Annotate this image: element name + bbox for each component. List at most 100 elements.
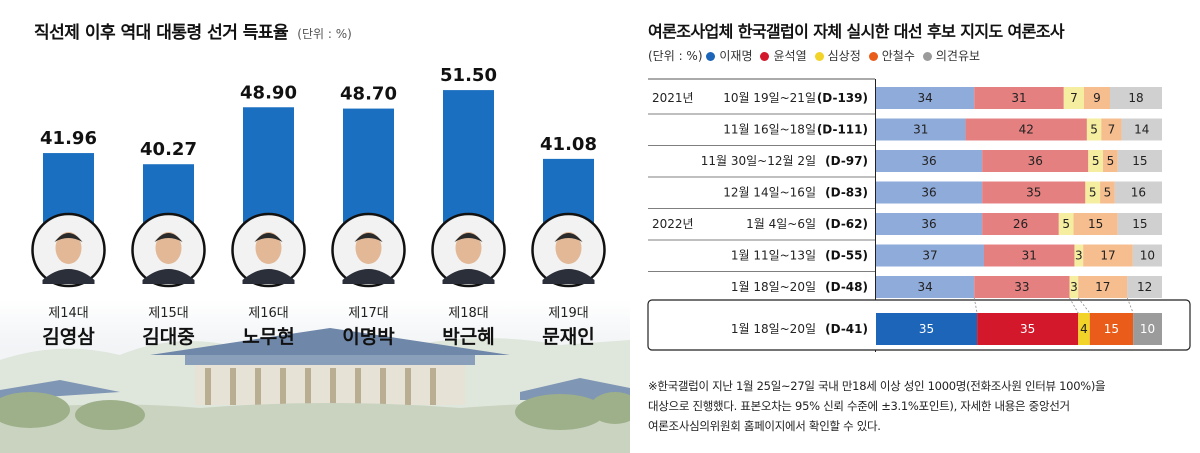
segment-value-label: 34 bbox=[917, 280, 932, 294]
row-date-label: 1월 18일~20일 bbox=[731, 322, 816, 336]
bar-value-label: 48.90 bbox=[240, 82, 297, 103]
legend-dot-icon bbox=[814, 52, 824, 61]
segment-value-label: 36 bbox=[921, 186, 936, 200]
bar-segment bbox=[1110, 87, 1162, 109]
bar-segment bbox=[1101, 118, 1122, 141]
president-name: 김대중 bbox=[142, 326, 194, 348]
president-name: 노무현 bbox=[242, 326, 294, 348]
legend-item: 의견유보 bbox=[922, 49, 981, 63]
bar-segment bbox=[1069, 276, 1079, 298]
bar-value-label: 40.27 bbox=[140, 139, 197, 160]
row-dday-label: (D-139) bbox=[817, 91, 868, 105]
portrait-suit bbox=[542, 269, 595, 284]
bar-segment bbox=[1121, 118, 1162, 141]
bar-segment bbox=[1083, 244, 1133, 267]
portrait-suit bbox=[42, 269, 95, 284]
row-year-label: 2021년 bbox=[652, 91, 694, 105]
legend-label: 심상정 bbox=[827, 49, 861, 63]
row-dday-label: (D-83) bbox=[825, 186, 868, 200]
legend-dot-icon bbox=[868, 52, 878, 61]
bar-segment bbox=[1078, 276, 1128, 298]
legend-items: 이재명 윤석열 심상정 안철수 의견유보 bbox=[706, 49, 988, 63]
segment-value-label: 15 bbox=[1088, 217, 1103, 231]
legend-item: 심상정 bbox=[814, 49, 861, 63]
segment-value-label: 36 bbox=[1028, 154, 1043, 168]
segment-value-label: 5 bbox=[1062, 217, 1070, 231]
row-dday-label: (D-111) bbox=[817, 123, 868, 137]
segment-value-label: 3 bbox=[1070, 280, 1078, 294]
segment-value-label: 17 bbox=[1095, 280, 1110, 294]
bar-segment bbox=[1058, 213, 1074, 235]
bar-value-label: 41.96 bbox=[40, 128, 97, 149]
connector-line bbox=[1077, 297, 1091, 314]
portrait-face bbox=[455, 232, 482, 264]
bar-segment bbox=[965, 118, 1087, 141]
legend-label: 안철수 bbox=[881, 49, 915, 63]
row-date-label: 1월 11일~13일 bbox=[731, 249, 816, 263]
bar-segment bbox=[876, 276, 975, 298]
left-title-row: 직선제 이후 역대 대통령 선거 득표율 (단위 : %) bbox=[34, 18, 352, 43]
segment-value-label: 34 bbox=[917, 91, 932, 105]
portrait-suit bbox=[442, 269, 495, 284]
portrait-face bbox=[355, 232, 382, 264]
bar-segment bbox=[876, 244, 984, 267]
president-name: 문재인 bbox=[542, 326, 594, 348]
segment-value-label: 18 bbox=[1128, 91, 1143, 105]
footnote-line: 여론조사심의위원회 홈페이지에서 확인할 수 있다. bbox=[648, 419, 881, 433]
portrait-hair bbox=[154, 233, 183, 242]
segment-value-label: 10 bbox=[1140, 249, 1155, 263]
portrait-suit bbox=[342, 269, 395, 284]
left-unit-label: (단위 : %) bbox=[297, 27, 352, 41]
footnote: ※한국갤럽이 지난 1월 25일~27일 국내 만18세 이상 성인 1000명… bbox=[648, 376, 1193, 436]
row-date-label: 1월 18일~20일 bbox=[731, 280, 816, 294]
legend: (단위 : %) 이재명 윤석열 심상정 안철수 의견유보 bbox=[648, 47, 988, 64]
president-order-label: 제17대 bbox=[348, 306, 388, 321]
bar-segment bbox=[974, 276, 1070, 298]
legend-dot-icon bbox=[760, 52, 770, 61]
segment-value-label: 26 bbox=[1013, 217, 1028, 231]
bar-segment bbox=[876, 213, 983, 235]
segment-value-label: 15 bbox=[1104, 322, 1119, 336]
bar-segment bbox=[977, 313, 1079, 345]
bar-segment bbox=[1127, 276, 1162, 298]
portrait-face bbox=[55, 232, 82, 264]
segment-value-label: 7 bbox=[1108, 123, 1116, 137]
bar-segment bbox=[1133, 313, 1162, 345]
row-date-label: 10월 19일~21일 bbox=[723, 91, 816, 105]
bar-segment bbox=[1114, 181, 1162, 204]
bar-segment bbox=[1084, 87, 1110, 109]
row-date-label: 11월 16일~18일 bbox=[723, 123, 816, 137]
president-order-label: 제14대 bbox=[48, 306, 88, 321]
bar-value-label: 48.70 bbox=[340, 84, 397, 105]
connector-line bbox=[973, 297, 978, 314]
bar-segment bbox=[876, 313, 978, 345]
bar-segment bbox=[1117, 150, 1162, 172]
bar-segment bbox=[1103, 150, 1118, 172]
poll-panel: 여론조사업체 한국갤럽이 자체 실시한 대선 후보 지지도 여론조사 (단위 :… bbox=[640, 0, 1200, 453]
president-order-label: 제15대 bbox=[148, 306, 188, 321]
president-order-label: 제16대 bbox=[248, 306, 288, 321]
segment-value-label: 10 bbox=[1140, 322, 1155, 336]
segment-value-label: 35 bbox=[1020, 322, 1035, 336]
row-dday-label: (D-97) bbox=[825, 154, 868, 168]
legend-label: 의견유보 bbox=[935, 49, 981, 63]
legend-dot-icon bbox=[922, 52, 932, 61]
bar-segment bbox=[1100, 181, 1115, 204]
portrait-hair bbox=[454, 233, 483, 242]
bar-segment bbox=[1089, 313, 1134, 345]
bar-value-label: 41.08 bbox=[540, 134, 597, 155]
portrait-hair bbox=[254, 233, 283, 242]
bar-segment bbox=[1074, 244, 1084, 267]
segment-value-label: 14 bbox=[1134, 123, 1149, 137]
portrait-face bbox=[255, 232, 282, 264]
segment-value-label: 42 bbox=[1019, 123, 1034, 137]
legend-unit: (단위 : %) bbox=[648, 49, 703, 63]
bar-segment bbox=[982, 150, 1089, 172]
portrait-hair bbox=[554, 233, 583, 242]
connector-line bbox=[1069, 297, 1079, 314]
connector-line bbox=[1126, 297, 1134, 314]
segment-value-label: 7 bbox=[1070, 91, 1078, 105]
